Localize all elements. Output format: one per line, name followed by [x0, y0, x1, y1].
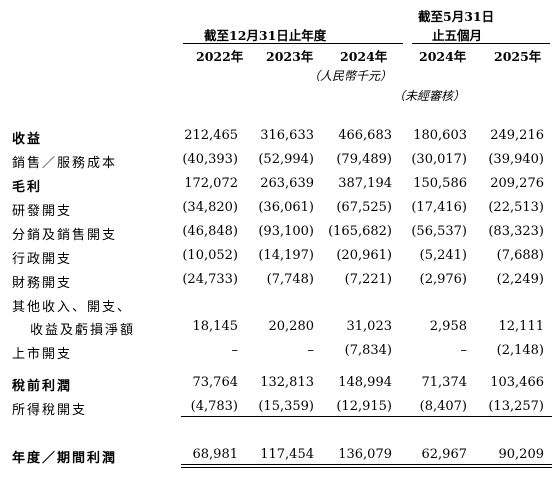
row-value: 18,145 [192, 319, 239, 334]
row-value: (46,848) [182, 224, 238, 239]
row-value: 20,280 [268, 319, 315, 334]
row-label: 年度／期間利潤 [12, 451, 118, 466]
total-double-rule-bottom [181, 467, 552, 468]
row-value: (83,323) [488, 224, 544, 239]
row-value: (7,748) [266, 272, 314, 287]
row-value: (52,994) [258, 152, 314, 167]
unaudited-label: （未經審核） [393, 89, 466, 103]
row-value: (22,513) [488, 200, 544, 215]
year-header-2025-5m: 2025年 [494, 49, 542, 64]
row-value: (2,148) [496, 343, 544, 358]
row-value: 117,454 [260, 447, 314, 462]
group-header-fy: 截至12月31日止年度 [204, 28, 327, 43]
row-label: 上市開支 [12, 347, 73, 362]
row-value: (5,241) [419, 248, 467, 263]
row-value: (15,359) [258, 399, 314, 414]
row-value: (67,525) [336, 200, 392, 215]
row-label: 稅前利潤 [12, 379, 73, 394]
row-label: 行政開支 [12, 252, 73, 267]
row-value: 249,216 [490, 128, 544, 143]
row-value: 71,374 [421, 375, 468, 390]
row-value: 103,466 [490, 375, 544, 390]
header-rule-fy [183, 43, 403, 44]
row-value: 2,958 [429, 319, 467, 334]
row-value: (30,017) [411, 152, 467, 167]
row-label: 分銷及銷售開支 [12, 228, 118, 243]
row-value: 316,633 [260, 128, 314, 143]
year-header-2024: 2024年 [340, 49, 388, 64]
row-value: (14,197) [258, 248, 314, 263]
row-value: – [460, 343, 468, 358]
row-value: (13,257) [488, 399, 544, 414]
row-value: – [307, 343, 315, 358]
row-label: 毛利 [12, 180, 43, 195]
row-value: 73,764 [192, 375, 239, 390]
row-value: 68,981 [192, 447, 239, 462]
row-value: 12,111 [498, 319, 545, 334]
row-label: 所得稅開支 [12, 403, 88, 418]
row-value: (20,961) [336, 248, 392, 263]
unit-label: （人民幣千元） [308, 69, 393, 83]
subtotal-rule [181, 416, 552, 417]
row-value: 62,967 [421, 447, 468, 462]
row-value: 90,209 [498, 447, 545, 462]
row-value: (7,834) [344, 343, 392, 358]
row-value: 150,586 [413, 176, 467, 191]
year-header-2023: 2023年 [266, 49, 314, 64]
row-value: 172,072 [184, 176, 238, 191]
row-value: 263,639 [260, 176, 314, 191]
row-value: (2,976) [419, 272, 467, 287]
row-value: (17,416) [411, 200, 467, 215]
row-value: (56,537) [411, 224, 467, 239]
row-value: (40,393) [182, 152, 238, 167]
row-value: (8,407) [419, 399, 467, 414]
year-header-2022: 2022年 [196, 49, 244, 64]
row-label: 收益 [12, 132, 43, 147]
row-label: 銷售／服務成本 [12, 156, 118, 171]
row-value: (24,733) [182, 272, 238, 287]
row-value: 212,465 [184, 128, 238, 143]
row-value: 31,023 [346, 319, 393, 334]
row-value: 132,813 [260, 375, 314, 390]
row-value: (165,682) [328, 224, 392, 239]
row-value: 466,683 [338, 128, 392, 143]
group-header-5m-line2: 止五個月 [432, 28, 483, 43]
row-value: (36,061) [258, 200, 314, 215]
row-value: (2,249) [496, 272, 544, 287]
row-value: (10,052) [182, 248, 238, 263]
row-value: (12,915) [336, 399, 392, 414]
row-label: 其他收入、開支、 [12, 300, 133, 315]
row-value: 209,276 [490, 176, 544, 191]
year-header-2024-5m: 2024年 [419, 49, 467, 64]
row-value: (79,489) [336, 152, 392, 167]
row-value: – [231, 343, 239, 358]
group-header-5m-line1: 截至5月31日 [418, 9, 495, 24]
row-value: 387,194 [338, 176, 392, 191]
row-value: 180,603 [413, 128, 467, 143]
row-value: (34,820) [182, 200, 238, 215]
row-value: 136,079 [338, 447, 392, 462]
row-label: 研發開支 [12, 204, 73, 219]
row-label: 財務開支 [12, 276, 73, 291]
row-value: (7,221) [344, 272, 392, 287]
row-value: (4,783) [190, 399, 238, 414]
row-value: (93,100) [258, 224, 314, 239]
row-value: (39,940) [488, 152, 544, 167]
row-label: 收益及虧損淨額 [30, 323, 136, 338]
total-double-rule-top [181, 464, 552, 465]
header-rule-5m [412, 43, 550, 44]
row-value: (7,688) [496, 248, 544, 263]
row-value: 148,994 [338, 375, 392, 390]
